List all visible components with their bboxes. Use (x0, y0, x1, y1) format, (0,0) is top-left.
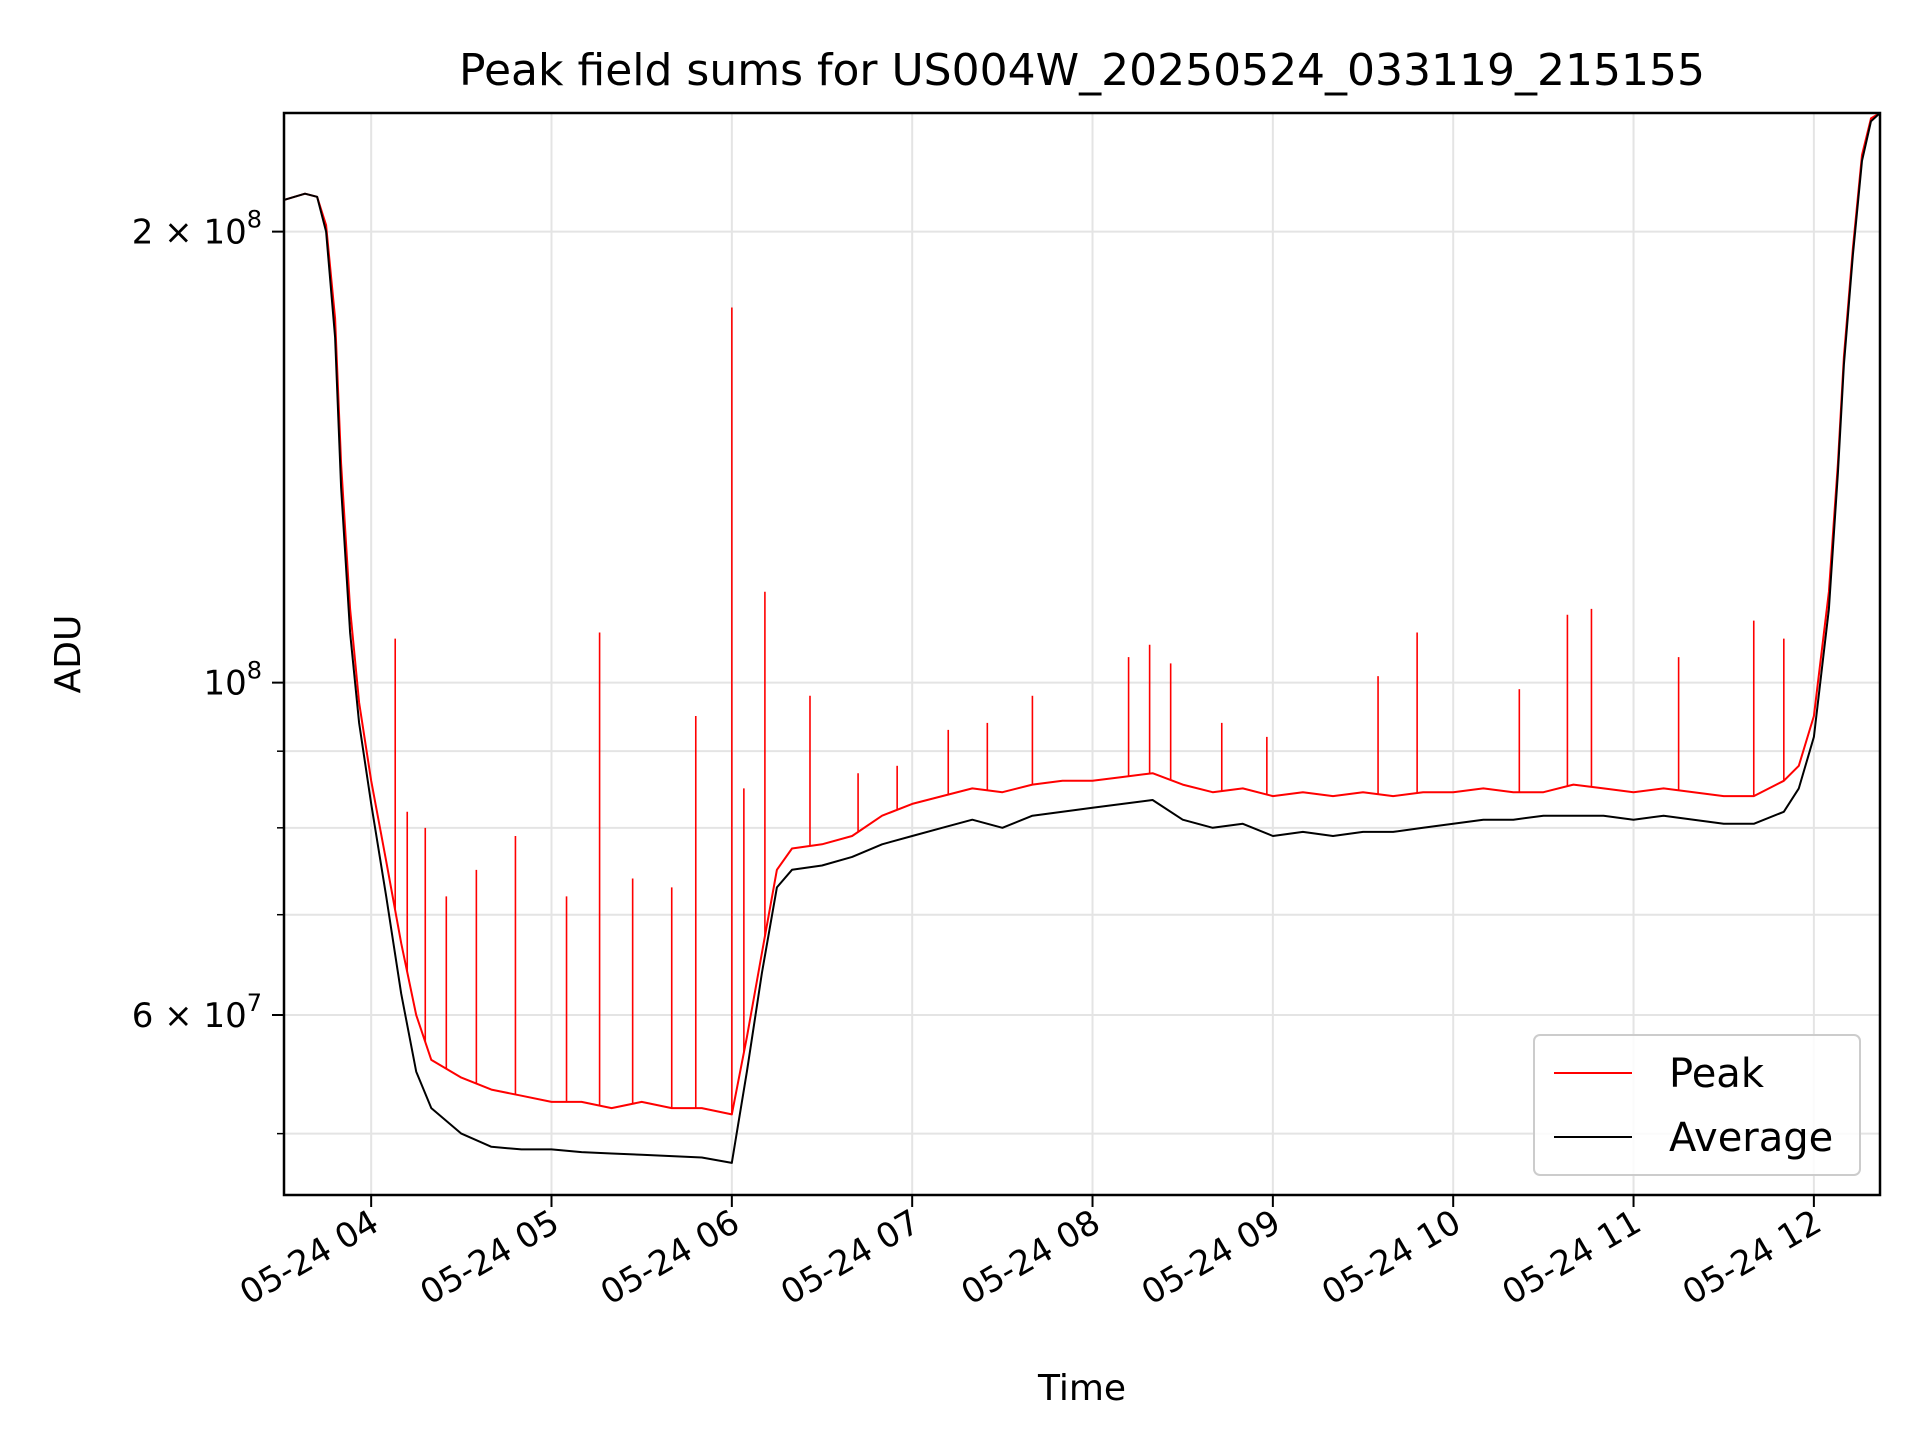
legend-label-average: Average (1669, 1115, 1833, 1161)
legend: Peak Average (1533, 1034, 1861, 1176)
y-tick-label: 2 × 108 (132, 206, 262, 253)
chart-title: Peak field sums for US004W_20250524_0331… (459, 45, 1705, 96)
legend-label-peak: Peak (1669, 1051, 1765, 1097)
series-layer (283, 112, 1881, 1164)
y-tick-label: 6 × 107 (132, 989, 262, 1036)
y-tick-label: 108 (203, 657, 262, 704)
grid (284, 113, 1880, 1195)
x-axis-title: Time (1037, 1368, 1126, 1409)
series-line-peak (283, 112, 1881, 1116)
legend-box (1533, 1034, 1861, 1176)
y-axis-title: ADU (48, 615, 89, 694)
plot-frame (282, 111, 1882, 1197)
series-line-average (283, 112, 1881, 1164)
